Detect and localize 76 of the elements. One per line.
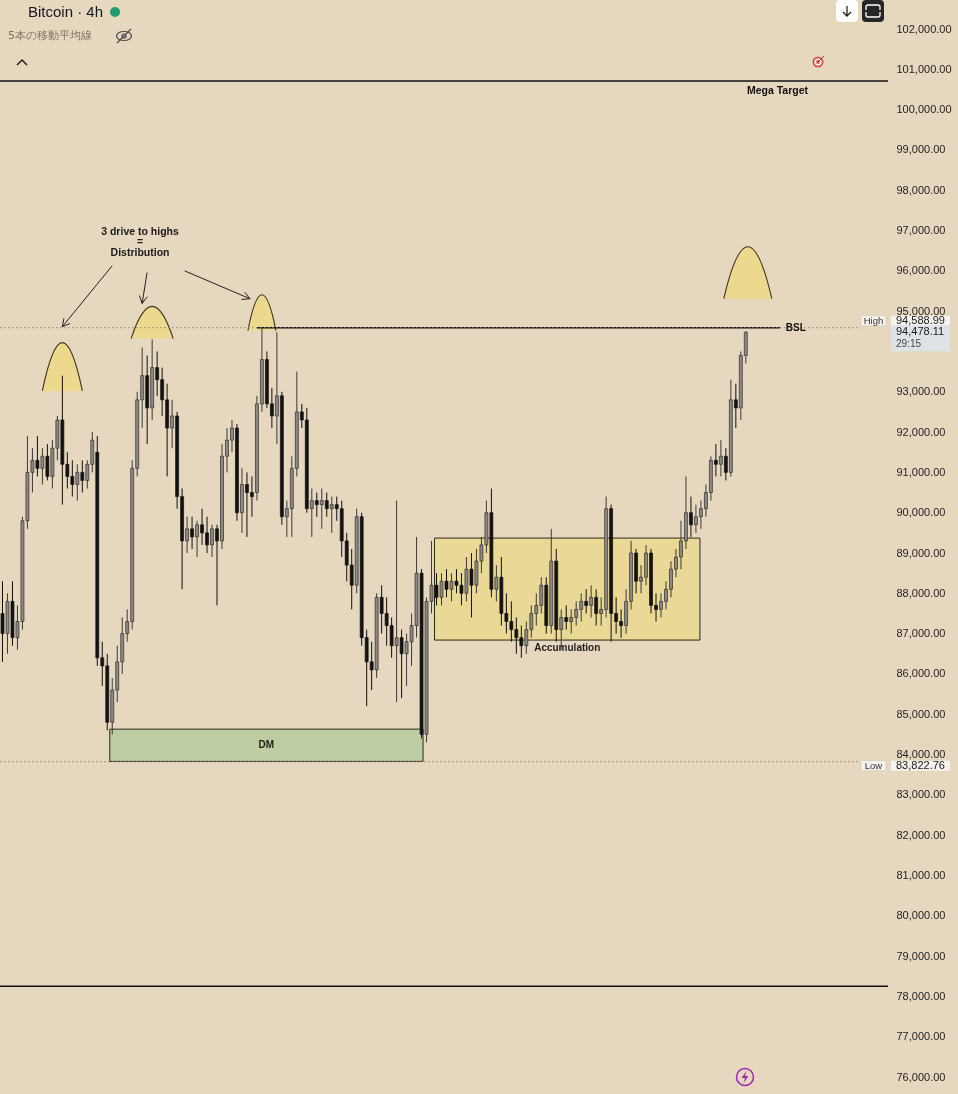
candlestick (689, 496, 693, 538)
candlestick (369, 641, 374, 691)
y-tick-label: 84,000.00 (896, 748, 946, 761)
candlestick (469, 552, 474, 618)
y-tick-label: 93,000.00 (896, 385, 946, 398)
y-tick-label: 79,000.00 (896, 949, 946, 962)
text: 29:15 (896, 338, 922, 350)
candlestick (719, 439, 723, 477)
candlestick (494, 564, 499, 602)
candlestick (724, 447, 728, 481)
candlestick (40, 447, 45, 485)
band-label: DM (258, 739, 275, 751)
ref-line-label: Low (864, 759, 883, 771)
candlestick (449, 572, 454, 602)
candlestick (75, 463, 80, 502)
candlestick (584, 588, 589, 614)
y-tick-label: 76,000.00 (896, 1070, 946, 1083)
candlestick (170, 399, 174, 449)
candlestick (329, 496, 334, 534)
candlestick (394, 500, 399, 703)
y-tick-label: 97,000.00 (896, 224, 946, 237)
ref-line-label: BSL (785, 321, 806, 333)
candlestick (275, 331, 279, 445)
annotation: = (136, 235, 144, 247)
candlestick (215, 524, 219, 606)
candlestick (190, 516, 194, 550)
candlestick (45, 443, 50, 481)
y-tick-label: 82,000.00 (896, 828, 946, 841)
text: 94,478.11 (896, 325, 945, 338)
y-tick-label: 85,000.00 (896, 707, 946, 720)
y-tick-label: 96,000.00 (896, 264, 946, 277)
candlestick (314, 492, 319, 518)
candlestick (210, 524, 214, 558)
y-tick-label: 81,000.00 (896, 868, 946, 881)
candlestick (80, 459, 85, 494)
annotation: 3 drive to highs (101, 225, 179, 237)
y-tick-label: 86,000.00 (896, 667, 946, 680)
candlestick (434, 572, 439, 606)
candlestick (444, 568, 449, 598)
y-tick-label: 98,000.00 (896, 183, 946, 196)
y-tick-label: 77,000.00 (896, 1030, 946, 1043)
y-tick-label: 88,000.00 (896, 586, 946, 599)
candlestick (714, 443, 718, 477)
y-tick-label: 90,000.00 (896, 506, 946, 519)
ref-line-label: Mega Target (746, 84, 809, 96)
ref-line-label: High (863, 314, 884, 326)
candlestick (185, 516, 189, 554)
band-label: Accumulation (534, 642, 601, 654)
y-tick-label: 78,000.00 (896, 989, 946, 1002)
y-tick-label: 89,000.00 (896, 546, 946, 559)
chart-title: Bitcoin · 4h (28, 3, 104, 20)
y-tick-label: 91,000.00 (896, 465, 946, 478)
annotation: 5本の移動平均線 (8, 29, 92, 42)
text: 83,822.76 (896, 758, 945, 771)
y-tick-label: 100,000.00 (896, 103, 952, 116)
candlestick (195, 520, 199, 558)
y-tick-label: 99,000.00 (896, 143, 946, 156)
candlestick (439, 572, 444, 606)
candlestick (319, 488, 324, 530)
candlestick (399, 629, 404, 699)
y-tick-label: 102,000.00 (896, 22, 952, 35)
candlestick (734, 383, 738, 429)
y-tick-label: 80,000.00 (896, 909, 946, 922)
y-tick-label: 92,000.00 (896, 425, 946, 438)
candlestick (594, 588, 598, 627)
y-tick-label: 101,000.00 (896, 62, 952, 75)
candlestick (324, 492, 329, 518)
candlestick (569, 608, 574, 635)
annotation: Distribution (110, 246, 170, 258)
candlestick (564, 604, 569, 631)
candlestick (309, 488, 314, 538)
candlestick (589, 584, 594, 618)
y-tick-label: 87,000.00 (896, 627, 946, 640)
candlestick (35, 435, 40, 477)
candlestick (0, 580, 5, 663)
y-tick-label: 83,000.00 (896, 788, 946, 801)
